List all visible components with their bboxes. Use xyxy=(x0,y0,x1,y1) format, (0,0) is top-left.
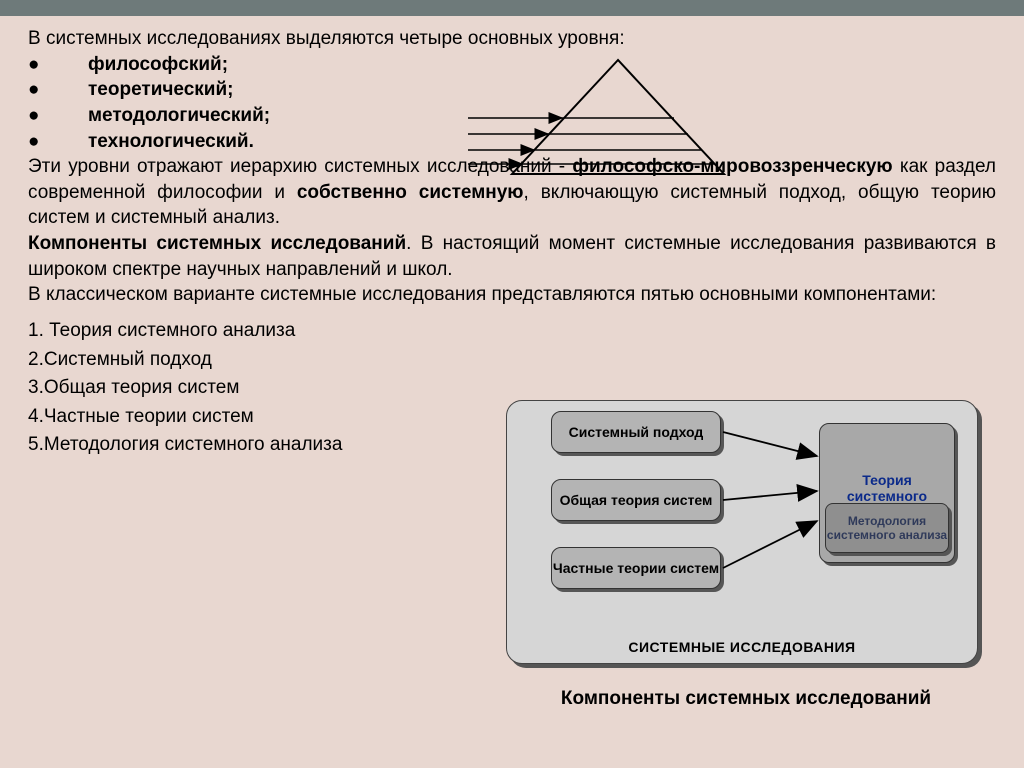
level-2: теоретический; xyxy=(88,79,234,100)
level-4: технологический. xyxy=(88,131,254,152)
components-diagram: Системный подход Общая теория систем Час… xyxy=(506,400,986,680)
node-label-3: Частные теории систем xyxy=(553,560,719,576)
p2-b: Компоненты системных исследований xyxy=(28,233,406,254)
components-numbered-list: 1. Теория системного анализа 2.Системный… xyxy=(28,318,488,459)
component-1: 1. Теория системного анализа xyxy=(28,318,488,345)
component-3: 3.Общая теория систем xyxy=(28,375,488,402)
diagram-container: Системный подход Общая теория систем Час… xyxy=(506,400,978,664)
node-label-1: Системный подход xyxy=(569,424,704,440)
node-label-2: Общая теория систем xyxy=(560,492,713,508)
component-4: 4.Частные теории систем xyxy=(28,404,488,431)
top-accent-bar xyxy=(0,0,1024,16)
component-5: 5.Методология системного анализа xyxy=(28,432,488,459)
intro-line: В системных исследованиях выделяются чет… xyxy=(28,26,996,52)
diagram-container-label: СИСТЕМНЫЕ ИССЛЕДОВАНИЯ xyxy=(507,639,977,655)
node-systems-analysis-methodology: Методология системного анализа xyxy=(825,503,949,553)
diagram-caption: Компоненты системных исследований xyxy=(506,688,986,710)
pyramid-diagram xyxy=(468,56,768,186)
node-partial-systems-theories: Частные теории систем xyxy=(551,547,721,589)
node-general-systems-theory: Общая теория систем xyxy=(551,479,721,521)
paragraph-components-intro: Компоненты системных исследований. В нас… xyxy=(28,231,996,282)
pyramid-svg xyxy=(468,56,768,186)
level-3: методологический; xyxy=(88,105,270,126)
slide-content: В системных исследованиях выделяются чет… xyxy=(28,26,996,461)
component-2: 2.Системный подход xyxy=(28,347,488,374)
node-system-approach: Системный подход xyxy=(551,411,721,453)
level-1: философский; xyxy=(88,54,228,75)
paragraph-five-components: В классическом варианте системные исслед… xyxy=(28,282,996,308)
inner-node-label: Методология системного анализа xyxy=(826,514,948,542)
